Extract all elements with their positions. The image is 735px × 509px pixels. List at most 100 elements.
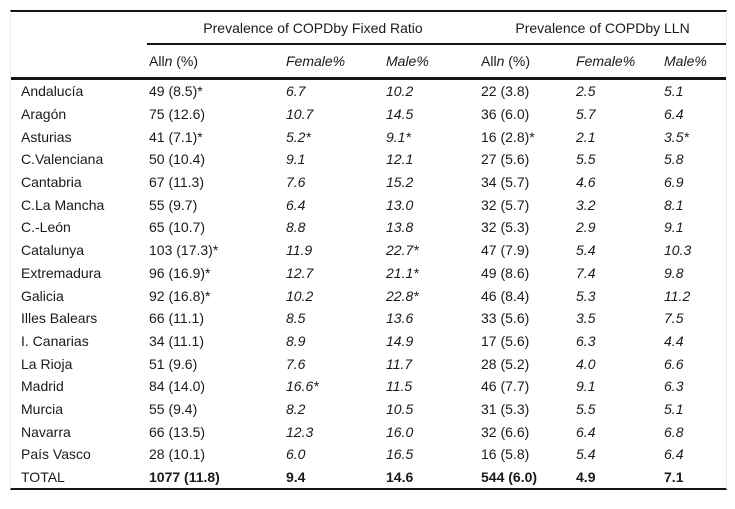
fixed-ratio-male-cell: 16.0 [386, 423, 414, 440]
corner-cell [11, 12, 147, 44]
table-row: C.Valenciana 50 (10.4) 9.1 12.1 27 (5.6)… [11, 148, 726, 171]
lln-female-cell: 2.5 [576, 83, 596, 100]
fixed-ratio-female-cell: 16.6* [286, 378, 319, 395]
lln-male-cell: 9.1 [664, 219, 684, 236]
table-row: Asturias 41 (7.1)* 5.2* 9.1* 16 (2.8)* 2… [11, 125, 726, 148]
group-header-fixed-ratio: Prevalence of COPDby Fixed Ratio [147, 12, 480, 45]
fixed-ratio-female-cell: 9.4 [286, 469, 306, 486]
fixed-ratio-female-cell: 8.8 [286, 219, 306, 236]
fixed-ratio-all-cell: 103 (17.3)* [149, 242, 219, 259]
all-label-suffix: (%) [504, 53, 531, 69]
fixed-ratio-female-cell: 8.9 [286, 332, 306, 349]
table-row: La Rioja 51 (9.6) 7.6 11.7 28 (5.2) 4.0 … [11, 352, 726, 375]
fixed-ratio-all-cell: 50 (10.4) [149, 151, 206, 168]
group-header-lln: Prevalence of COPDby LLN [479, 12, 727, 45]
lln-all-cell: 544 (6.0) [481, 469, 538, 486]
col-header-all-fixed-ratio: Alln (%) [147, 44, 284, 80]
fixed-ratio-all-cell: 55 (9.4) [149, 400, 198, 417]
lln-male-cell: 9.8 [664, 264, 684, 281]
lln-male-cell: 3.5* [664, 128, 689, 145]
region-name: Navarra [21, 423, 71, 440]
copd-prevalence-table: Prevalence of COPDby Fixed Ratio Prevale… [11, 12, 727, 489]
lln-female-cell: 5.3 [576, 287, 596, 304]
fixed-ratio-female-cell: 9.1 [286, 151, 306, 168]
lln-male-cell: 5.1 [664, 83, 684, 100]
fixed-ratio-female-cell: 6.4 [286, 196, 306, 213]
lln-all-cell: 32 (5.3) [481, 219, 530, 236]
fixed-ratio-male-cell: 10.5 [386, 400, 414, 417]
lln-female-cell: 5.7 [576, 106, 596, 123]
lln-female-cell: 9.1 [576, 378, 596, 395]
lln-male-cell: 6.9 [664, 174, 684, 191]
fixed-ratio-male-cell: 13.8 [386, 219, 414, 236]
table-row: País Vasco 28 (10.1) 6.0 16.5 16 (5.8) 5… [11, 443, 726, 466]
fixed-ratio-female-cell: 11.9 [286, 242, 313, 259]
table-row: Aragón 75 (12.6) 10.7 14.5 36 (6.0) 5.7 … [11, 103, 726, 126]
region-name: C.La Mancha [21, 196, 105, 213]
table-row: I. Canarias 34 (11.1) 8.9 14.9 17 (5.6) … [11, 330, 726, 353]
region-name: Extremadura [21, 264, 102, 281]
lln-all-cell: 49 (8.6) [481, 264, 530, 281]
lln-all-cell: 16 (2.8)* [481, 128, 535, 145]
region-name: Cantabria [21, 174, 82, 191]
fixed-ratio-female-cell: 5.2* [286, 128, 311, 145]
fixed-ratio-all-cell: 1077 (11.8) [149, 469, 220, 486]
fixed-ratio-male-cell: 22.8* [386, 287, 419, 304]
all-label-n: n [496, 53, 505, 69]
lln-all-cell: 32 (6.6) [481, 423, 530, 440]
col-header-male-lln: Male% [662, 44, 727, 80]
region-name: I. Canarias [21, 332, 89, 349]
fixed-ratio-all-cell: 66 (11.1) [149, 310, 204, 327]
region-name: Asturias [21, 128, 72, 145]
table-row: Galicia 92 (16.8)* 10.2 22.8* 46 (8.4) 5… [11, 284, 726, 307]
fixed-ratio-all-cell: 49 (8.5)* [149, 83, 203, 100]
fixed-ratio-male-cell: 11.7 [386, 355, 413, 372]
region-name: C.-León [21, 219, 71, 236]
lln-male-cell: 6.3 [664, 378, 684, 395]
lln-male-cell: 5.1 [664, 400, 684, 417]
lln-female-cell: 5.4 [576, 242, 596, 259]
fixed-ratio-male-cell: 13.0 [386, 196, 414, 213]
fixed-ratio-male-cell: 11.5 [386, 378, 413, 395]
lln-male-cell: 6.8 [664, 423, 684, 440]
lln-male-cell: 7.1 [664, 469, 684, 486]
table-row: TOTAL 1077 (11.8) 9.4 14.6 544 (6.0) 4.9… [11, 466, 726, 489]
region-column-header [11, 44, 147, 80]
fixed-ratio-all-cell: 67 (11.3) [149, 174, 204, 191]
fixed-ratio-male-cell: 22.7* [386, 242, 419, 259]
fixed-ratio-all-cell: 84 (14.0) [149, 378, 206, 395]
lln-all-cell: 17 (5.6) [481, 332, 530, 349]
col-header-male-fixed-ratio: Male% [384, 44, 480, 80]
lln-female-cell: 5.5 [576, 151, 596, 168]
lln-female-cell: 6.3 [576, 332, 596, 349]
fixed-ratio-all-cell: 75 (12.6) [149, 106, 206, 123]
table-row: C.-León 65 (10.7) 8.8 13.8 32 (5.3) 2.9 … [11, 216, 726, 239]
all-label-prefix: All [149, 53, 165, 69]
region-name: Murcia [21, 400, 64, 417]
lln-male-cell: 11.2 [664, 287, 691, 304]
lln-female-cell: 3.2 [576, 196, 596, 213]
fixed-ratio-all-cell: 41 (7.1)* [149, 128, 203, 145]
lln-female-cell: 6.4 [576, 423, 596, 440]
fixed-ratio-all-cell: 92 (16.8)* [149, 287, 211, 304]
lln-female-cell: 7.4 [576, 264, 596, 281]
lln-female-cell: 4.9 [576, 469, 596, 486]
table-row: Illes Balears 66 (11.1) 8.5 13.6 33 (5.6… [11, 307, 726, 330]
table-row: Cantabria 67 (11.3) 7.6 15.2 34 (5.7) 4.… [11, 171, 726, 194]
lln-male-cell: 7.5 [664, 310, 684, 327]
fixed-ratio-male-cell: 13.6 [386, 310, 414, 327]
fixed-ratio-all-cell: 51 (9.6) [149, 355, 198, 372]
fixed-ratio-all-cell: 28 (10.1) [149, 446, 206, 463]
fixed-ratio-all-cell: 55 (9.7) [149, 196, 198, 213]
fixed-ratio-male-cell: 21.1* [386, 264, 419, 281]
lln-male-cell: 6.4 [664, 446, 684, 463]
fixed-ratio-male-cell: 10.2 [386, 83, 414, 100]
col-header-all-lln: Alln (%) [479, 44, 575, 80]
region-name: La Rioja [21, 355, 73, 372]
table-row: Extremadura 96 (16.9)* 12.7 21.1* 49 (8.… [11, 262, 726, 285]
lln-female-cell: 5.5 [576, 400, 596, 417]
fixed-ratio-female-cell: 7.6 [286, 174, 306, 191]
lln-all-cell: 47 (7.9) [481, 242, 530, 259]
region-name: Aragón [21, 106, 67, 123]
lln-all-cell: 36 (6.0) [481, 106, 530, 123]
